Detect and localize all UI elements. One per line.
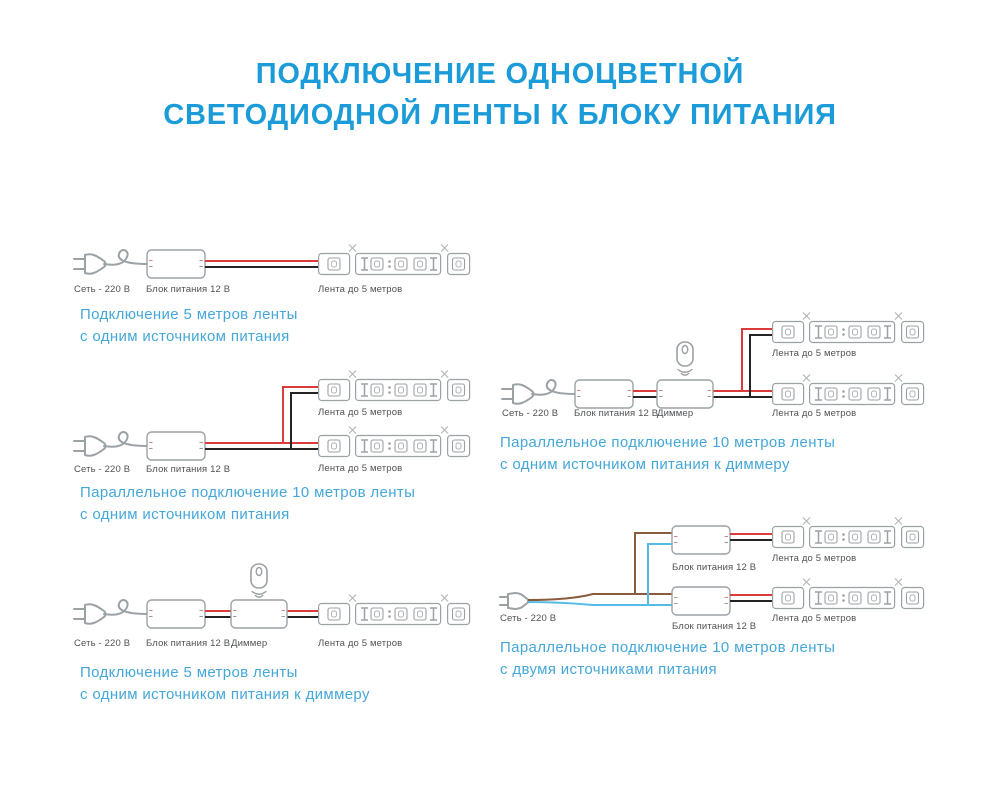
psu-box <box>146 431 206 461</box>
plug-icon <box>501 379 576 405</box>
psu-box <box>671 525 731 555</box>
led-strip <box>771 516 925 549</box>
remote-icon <box>250 563 268 598</box>
wire-black <box>633 334 772 398</box>
dimmer-box <box>230 599 288 629</box>
diagram-single-strip: Сеть - 220 В Блок питания 12 В Лента до … <box>60 238 480 347</box>
psu-box <box>671 586 731 616</box>
plug-icon <box>499 592 529 610</box>
caption-line: Подключение 5 метров ленты <box>80 306 298 323</box>
mains-label: Сеть - 220 В <box>74 284 130 295</box>
diagram-parallel-one-psu-graphic: Лента до 5 метров Сеть - 220 В Блок пита… <box>73 369 471 475</box>
psu-box <box>146 249 206 279</box>
led-strip <box>317 425 471 458</box>
caption-line: с двумя источниками питания <box>500 660 717 678</box>
plug-icon <box>73 431 148 457</box>
caption-line: Параллельное подключение 10 метров ленты <box>80 484 416 501</box>
psu-label: Блок питания 12 В <box>146 284 230 295</box>
mains-label: Сеть - 220 В <box>74 464 130 475</box>
strip-label: Лента до 5 метров <box>772 348 856 359</box>
dimmer-label: Диммер <box>231 638 267 649</box>
psu-label: Блок питания 12 В <box>574 408 658 419</box>
mains-label: Сеть - 220 В <box>500 613 556 624</box>
strip-label: Лента до 5 метров <box>772 553 856 564</box>
dimmer-box <box>656 379 714 409</box>
strip-label: Лента до 5 метров <box>318 463 402 474</box>
wire-blue <box>527 543 672 606</box>
caption-line: Параллельное подключение 10 метров ленты <box>500 639 836 656</box>
mains-label: Сеть - 220 В <box>74 638 130 649</box>
led-strip <box>771 577 925 610</box>
title-line-1: ПОДКЛЮЧЕНИЕ ОДНОЦВЕТНОЙ <box>255 58 745 90</box>
wire-red <box>633 328 772 392</box>
diagram-caption: Параллельное подключение 10 метров ленты… <box>500 432 960 475</box>
diagram-dimmer-parallel-graphic: Лента до 5 метров Сеть - 220 В Блок пита… <box>501 311 925 419</box>
remote-icon <box>676 341 694 376</box>
caption-line: с одним источником питания к диммеру <box>80 685 370 703</box>
led-strip <box>317 369 471 402</box>
caption-line: Параллельное подключение 10 метров ленты <box>500 434 836 451</box>
psu-label: Блок питания 12 В <box>672 621 756 632</box>
page-title: ПОДКЛЮЧЕНИЕ ОДНОЦВЕТНОЙ СВЕТОДИОДНОЙ ЛЕН… <box>0 54 1000 136</box>
strip-label: Лента до 5 метров <box>318 284 402 295</box>
strip-label: Лента до 5 метров <box>772 613 856 624</box>
led-strip <box>317 593 471 626</box>
strip-label: Лента до 5 метров <box>318 638 402 649</box>
diagram-caption: Подключение 5 метров ленты с одним источ… <box>80 304 480 347</box>
wire-red <box>205 386 318 444</box>
psu-box <box>574 379 634 409</box>
psu-label: Блок питания 12 В <box>146 638 230 649</box>
diagram-dimmer-single: Сеть - 220 В Блок питания 12 В Диммер Ле… <box>60 563 480 705</box>
caption-line: с одним источником питания к диммеру <box>500 455 790 473</box>
led-strip <box>771 373 925 406</box>
led-strip <box>317 243 471 276</box>
diagram-caption: Подключение 5 метров ленты с одним источ… <box>80 662 480 705</box>
strip-label: Лента до 5 метров <box>772 408 856 419</box>
psu-box <box>146 599 206 629</box>
plug-icon <box>73 249 148 275</box>
diagram-two-psu-graphic: Лента до 5 метров Блок питания 12 В Сеть… <box>499 516 925 632</box>
wire-brown <box>527 532 672 601</box>
plug-icon <box>73 599 148 625</box>
mains-label: Сеть - 220 В <box>502 408 558 419</box>
diagram-dimmer-parallel: Лента до 5 метров Сеть - 220 В Блок пита… <box>490 311 960 475</box>
diagram-parallel-one-psu: Лента до 5 метров Сеть - 220 В Блок пита… <box>60 369 480 525</box>
diagram-caption: Параллельное подключение 10 метров ленты… <box>80 482 480 525</box>
caption-line: с одним источником питания <box>80 327 290 345</box>
caption-line: Подключение 5 метров ленты <box>80 664 298 681</box>
caption-line: с одним источником питания <box>80 505 290 523</box>
title-line-2: СВЕТОДИОДНОЙ ЛЕНТЫ К БЛОКУ ПИТАНИЯ <box>163 99 837 131</box>
diagram-dimmer-single-graphic: Сеть - 220 В Блок питания 12 В Диммер Ле… <box>73 563 471 649</box>
wire-black <box>205 392 318 450</box>
diagram-caption: Параллельное подключение 10 метров ленты… <box>500 637 960 680</box>
diagram-two-psu: Лента до 5 метров Блок питания 12 В Сеть… <box>490 513 960 680</box>
led-strip <box>771 311 925 344</box>
dimmer-label: Диммер <box>657 408 693 419</box>
psu-label: Блок питания 12 В <box>672 562 756 573</box>
diagram-single-strip-graphic: Сеть - 220 В Блок питания 12 В Лента до … <box>73 243 471 295</box>
strip-label: Лента до 5 метров <box>318 407 402 418</box>
psu-label: Блок питания 12 В <box>146 464 230 475</box>
